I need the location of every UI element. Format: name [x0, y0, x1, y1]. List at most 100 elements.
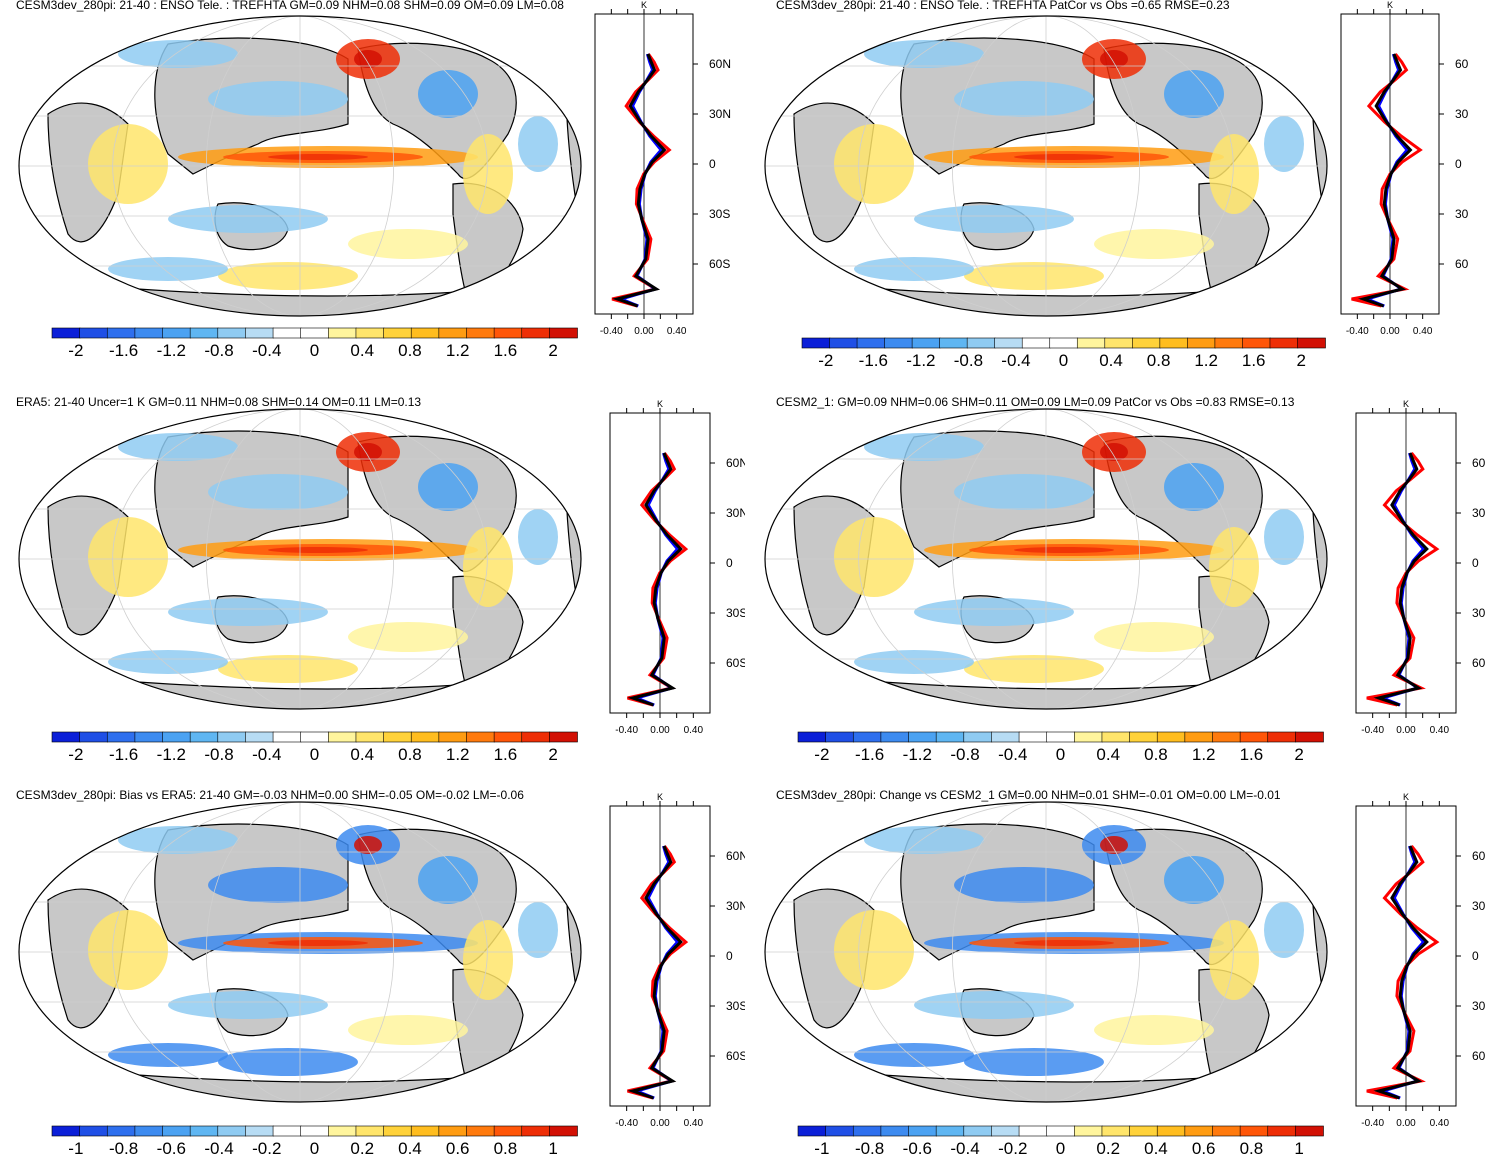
colorbar-swatch — [1267, 731, 1297, 743]
chart-svg: -1 -0.8 -0.6 -0.4 -0.2 0 0.2 0.4 0.6 0.8 1 -0.40 0.0… — [18, 792, 745, 1158]
anomaly-contour — [518, 902, 558, 958]
colorbar-tick-label: 1.2 — [1194, 351, 1218, 370]
colorbar-swatch — [79, 327, 109, 339]
colorbar-swatch — [355, 327, 385, 339]
anomaly-contour — [354, 836, 382, 854]
zonal-xtick-label: -0.40 — [1361, 725, 1384, 736]
anomaly-contour — [1100, 836, 1128, 854]
anomaly-contour — [854, 650, 974, 674]
colorbar-swatch — [51, 731, 81, 743]
colorbar-tick-label: -1.2 — [903, 745, 932, 764]
colorbar-tick-label: -0.8 — [855, 1139, 884, 1158]
anomaly-contour — [218, 262, 358, 290]
zonal-xtick-label: 0.00 — [650, 1118, 670, 1129]
colorbar: -2 -1.6 -1.2 -0.8 -0.4 0 0.4 0.8 1.2 1.6 2 — [801, 337, 1326, 370]
colorbar-tick-label: 1.6 — [1240, 745, 1264, 764]
zonal-lat-label: 60 — [1472, 456, 1486, 470]
colorbar-tick-label: 0.4 — [350, 745, 374, 764]
anomaly-contour — [864, 40, 984, 68]
colorbar-swatch — [1046, 731, 1076, 743]
colorbar-tick-label: 1.2 — [1192, 745, 1216, 764]
colorbar-swatch — [1076, 337, 1106, 349]
colorbar-swatch — [1049, 337, 1079, 349]
colorbar-swatch — [880, 731, 910, 743]
colorbar-swatch — [162, 1125, 191, 1137]
graticule-lon — [299, 16, 488, 316]
anomaly-contour — [348, 229, 468, 259]
anomaly-contour — [208, 867, 348, 903]
anomaly-contour — [1209, 134, 1259, 214]
colorbar-swatch — [355, 731, 385, 743]
colorbar-swatch — [1239, 1125, 1269, 1137]
colorbar-swatch — [1212, 1125, 1241, 1137]
colorbar-swatch — [383, 327, 413, 339]
anomaly-contour — [118, 40, 238, 68]
colorbar-swatch — [245, 731, 274, 743]
colorbar-tick-label: -0.8 — [204, 745, 233, 764]
colorbar-swatch — [383, 1125, 413, 1137]
zonal-xtick-label: -0.40 — [1361, 1118, 1384, 1129]
anomaly-contour — [218, 655, 358, 683]
colorbar-swatch — [438, 731, 468, 743]
colorbar-swatch — [1018, 1125, 1048, 1137]
anomaly-contour — [1014, 940, 1114, 946]
colorbar-swatch — [162, 731, 191, 743]
colorbar: -2 -1.6 -1.2 -0.8 -0.4 0 0.4 0.8 1.2 1.6 2 — [51, 731, 578, 764]
colorbar-tick-label: 0.8 — [398, 745, 422, 764]
anomaly-contour — [834, 124, 914, 204]
colorbar-swatch — [908, 731, 937, 743]
anomaly-contour — [118, 826, 238, 854]
map-border — [764, 801, 1328, 1103]
zonal-mean-plot: -0.40 0.00 0.40 K 60 30 0 30 60 — [1340, 0, 1469, 337]
colorbar-swatch — [1074, 731, 1103, 743]
colorbar-swatch — [134, 327, 164, 339]
colorbar-swatch — [1101, 1125, 1131, 1137]
chart-svg: -2 -1.6 -1.2 -0.8 -0.4 0 0.4 0.8 1.2 1.6 2-0.40 0.0… — [18, 0, 731, 360]
colorbar-swatch — [134, 1125, 164, 1137]
colorbar-swatch — [438, 1125, 468, 1137]
zonal-lat-label: 60 — [1455, 57, 1469, 71]
anomaly-contour — [854, 257, 974, 281]
zonal-lat-label: 0 — [709, 157, 716, 171]
anomaly-contour — [834, 517, 914, 597]
zonal-lat-label: 30S — [726, 999, 745, 1013]
zonal-lat-label: 30 — [1472, 606, 1486, 620]
graticule-lon — [951, 16, 1047, 316]
anomaly-contour — [88, 910, 168, 990]
colorbar-swatch — [521, 1125, 551, 1137]
colorbar-swatch — [1132, 337, 1161, 349]
colorbar-swatch — [852, 731, 882, 743]
graticule-lon — [299, 409, 488, 709]
colorbar-tick-label: 0 — [310, 1139, 319, 1158]
anomaly-contour — [834, 910, 914, 990]
zonal-lat-label: 60S — [726, 656, 745, 670]
anomaly-contour — [463, 134, 513, 214]
colorbar-tick-label: 0.8 — [494, 1139, 518, 1158]
graticule-lon — [112, 802, 301, 1102]
colorbar-tick-label: -0.8 — [109, 1139, 138, 1158]
colorbar-swatch — [217, 731, 247, 743]
zonal-xtick-label: 0.40 — [1430, 1118, 1450, 1129]
zonal-lat-label: 30 — [1455, 207, 1469, 221]
colorbar-swatch — [328, 731, 357, 743]
graticule-lon — [858, 802, 1047, 1102]
colorbar-tick-label: -0.4 — [998, 745, 1027, 764]
panel-title: ERA5: 21-40 Uncer=1 K GM=0.11 NHM=0.08 S… — [16, 395, 422, 409]
colorbar-swatch — [1214, 337, 1244, 349]
colorbar-swatch — [493, 1125, 523, 1137]
graticule-lon — [858, 409, 1047, 709]
colorbar-swatch — [1021, 337, 1051, 349]
colorbar-swatch — [410, 1125, 440, 1137]
anomaly-contour — [108, 257, 228, 281]
panel-title: CESM3dev_280pi: 21-40 : ENSO Tele. : TRE… — [776, 0, 1230, 12]
colorbar-swatch — [939, 337, 968, 349]
zonal-lat-label: 30N — [726, 506, 745, 520]
anomaly-contour — [1209, 920, 1259, 1000]
colorbar-tick-label: 0.2 — [1096, 1139, 1120, 1158]
colorbar-tick-label: 1.6 — [494, 745, 518, 764]
anomaly-contour — [88, 517, 168, 597]
zonal-mean-line — [612, 53, 667, 308]
colorbar-swatch — [383, 731, 413, 743]
anomaly-contour — [463, 527, 513, 607]
colorbar-swatch — [272, 1125, 302, 1137]
